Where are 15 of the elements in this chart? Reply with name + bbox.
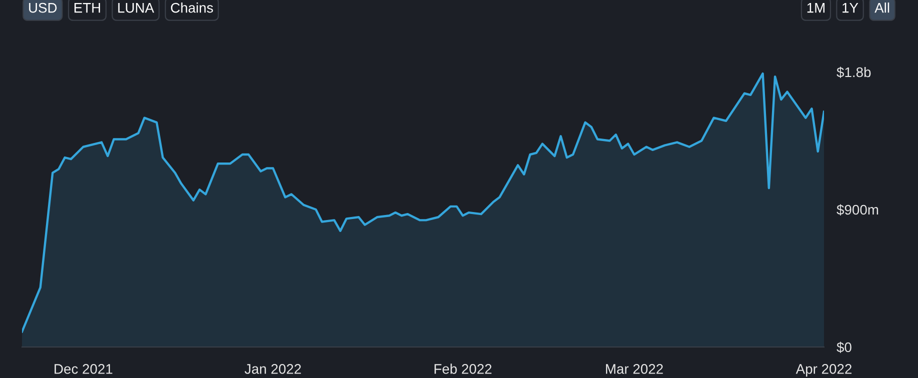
text: 1M: [807, 3, 824, 13]
x-tick-label: Jan 2022: [244, 364, 301, 374]
y-tick-label: $1.8b: [836, 66, 871, 78]
text: USD: [29, 2, 57, 13]
x-tick-label: Apr 2022: [796, 364, 852, 377]
x-tick-label: Dec 2021: [54, 364, 112, 374]
y-tick-label: $900m: [836, 204, 878, 216]
text: 1Y: [842, 3, 858, 13]
text: LUNA: [118, 3, 154, 13]
y-tick-label: $0: [836, 342, 852, 353]
text: Chains: [170, 2, 213, 13]
text: ETH: [74, 3, 100, 13]
x-tick-label: Mar 2022: [606, 364, 663, 374]
x-tick-label: Feb 2022: [434, 364, 492, 374]
text: All: [874, 2, 890, 13]
